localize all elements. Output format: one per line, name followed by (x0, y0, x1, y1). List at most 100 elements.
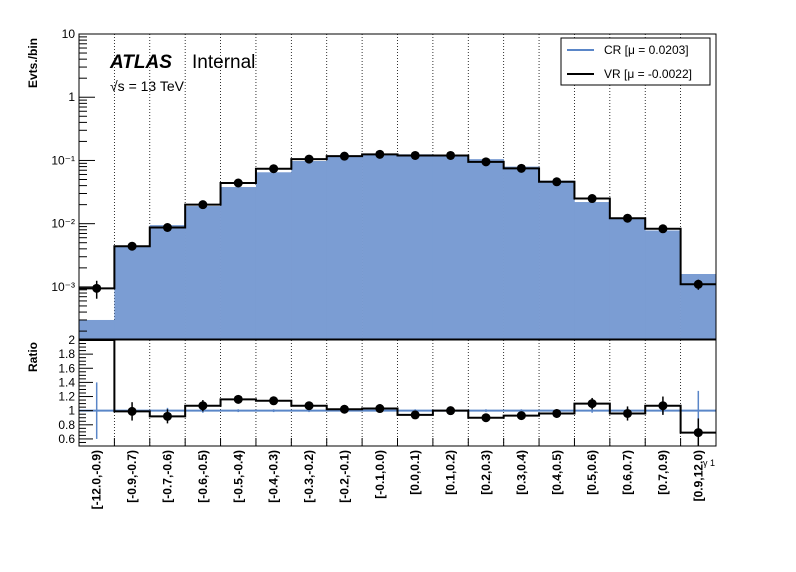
top-ytick-label: 1 (68, 90, 75, 104)
cr-bar (432, 154, 469, 339)
vr-points (92, 149, 703, 299)
ratio-point (693, 428, 703, 438)
vr-point (552, 177, 562, 187)
cr-bar (539, 180, 575, 339)
cr-bar (609, 217, 646, 339)
ratio-point (623, 408, 633, 418)
ratio-step (79, 339, 716, 434)
vr-point (92, 283, 102, 293)
legend-box (560, 37, 711, 86)
ratio-point (516, 411, 526, 421)
x-category-label: [0.6,0.7) (621, 450, 635, 495)
x-category-label: [-0.3,-0.2) (302, 450, 316, 503)
x-category-label: [0.4,0.5) (550, 450, 564, 495)
cr-bar (326, 156, 363, 339)
bottom-ylabel: Ratio (26, 342, 40, 372)
cr-bar (79, 319, 115, 339)
ratio-step-line (79, 339, 716, 434)
cr-bar (397, 154, 434, 339)
x-category-label: [-0.1,0.0) (373, 450, 387, 499)
x-category-label: [0.1,0.2) (444, 450, 458, 495)
x-category-label: [-0.4,-0.3) (267, 450, 281, 503)
ratio-point (375, 404, 385, 414)
cr-bar (255, 172, 292, 339)
x-category-labels: [-12.0,-0.9) [-0.9,-0.7) [-0.7,-0.6) [-0.6,… (78, 438, 717, 509)
cr-bar (185, 206, 221, 339)
vr-point (658, 224, 668, 234)
cr-bar (114, 246, 151, 339)
cr-bar (220, 187, 257, 339)
bottom-ytick-label: 0.6 (58, 432, 75, 446)
vr-point (375, 149, 385, 159)
bottom-y-axis: 0.60.811.21.41.61.82 (58, 333, 93, 447)
x-category-label: [-0.2,-0.1) (337, 450, 351, 503)
bottom-ytick-label: 1.2 (58, 390, 75, 404)
x-category-label: [-0.7,-0.6) (160, 450, 174, 503)
ratio-point (304, 401, 314, 411)
cr-bar (503, 166, 540, 339)
vr-point (516, 163, 526, 173)
ratio-point (658, 401, 668, 411)
ratio-point (587, 399, 597, 409)
x-category-label: [0.3,0.4) (514, 450, 528, 495)
cr-histogram (79, 154, 717, 339)
ratio-points (127, 394, 703, 446)
cr-bar (645, 230, 681, 339)
ratio-point (339, 404, 349, 414)
ratio-point (127, 406, 137, 416)
bottom-ytick-label: 0.8 (58, 418, 75, 432)
atlas-label: ATLAS (109, 52, 172, 73)
vr-point (198, 200, 208, 210)
x-category-label: [0.0,0.1) (408, 450, 422, 495)
vr-point (233, 178, 243, 188)
vr-point (587, 194, 597, 204)
vr-step (79, 153, 716, 290)
cr-bar (574, 202, 611, 339)
bottom-panel-grid (113, 340, 682, 446)
x-category-label: [-12.0,-0.9) (90, 450, 104, 509)
top-ytick-label: 10⁻² (51, 217, 75, 231)
top-ytick-label: 10 (62, 27, 76, 41)
x-axis-suffix: γ 1 (703, 458, 715, 468)
ratio-point (233, 394, 243, 404)
x-category-label: [0.9,12.0) (691, 450, 705, 501)
vr-point (339, 151, 349, 161)
bottom-ytick-label: 1 (68, 404, 75, 418)
top-y-axis: 10⁻³ 10⁻² 10⁻¹ 1 10 (51, 27, 95, 332)
vr-step-line (79, 153, 716, 290)
top-ylabel: Evts./bin (26, 38, 40, 88)
top-panel-frame (78, 33, 717, 340)
x-category-label: [-0.6,-0.5) (196, 450, 210, 503)
ratio-point (269, 396, 279, 406)
vr-point (269, 164, 279, 174)
x-category-label: [-0.9,-0.7) (125, 450, 139, 503)
legend-cr-label: CR [μ = 0.0203] (604, 43, 689, 57)
vr-point (481, 157, 491, 167)
vr-point (304, 154, 314, 164)
vr-point (127, 241, 137, 251)
bottom-ytick-label: 2 (68, 333, 75, 347)
cr-bar (468, 159, 504, 339)
x-category-label: [0.7,0.9) (656, 450, 670, 495)
top-ytick-label: 10⁻³ (51, 280, 75, 294)
vr-point (693, 279, 703, 289)
bottom-ytick-label: 1.4 (58, 375, 75, 389)
bottom-ytick-label: 1.6 (58, 361, 75, 375)
vr-point (623, 213, 633, 223)
x-category-label: [0.2,0.3) (479, 450, 493, 495)
internal-label: Internal (192, 52, 255, 73)
top-ytick-label: 10⁻¹ (51, 153, 75, 167)
x-category-label: [0.5,0.6) (585, 450, 599, 495)
ratio-point (198, 401, 208, 411)
ratio-point (552, 408, 562, 418)
bottom-ytick-label: 1.8 (58, 347, 75, 361)
ratio-point (446, 406, 456, 416)
cr-bar (291, 161, 328, 339)
cr-bar (362, 154, 398, 339)
ratio-point (410, 410, 420, 420)
ratio-point (481, 413, 491, 423)
vr-point (410, 150, 420, 160)
legend: CR [μ = 0.0203] VR [μ = -0.0022] (560, 37, 711, 86)
cr-bar (149, 225, 186, 339)
